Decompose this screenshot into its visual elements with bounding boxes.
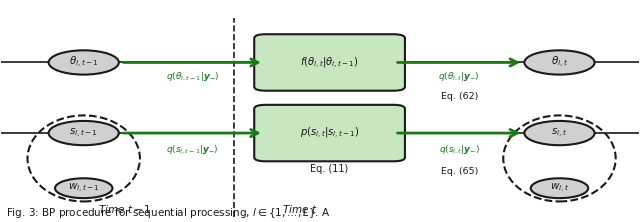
Text: $\theta_{l,t-1}$: $\theta_{l,t-1}$ [68,55,99,70]
Text: $q(s_{l,t-1}|\boldsymbol{y}_{-})$: $q(s_{l,t-1}|\boldsymbol{y}_{-})$ [166,143,219,156]
FancyBboxPatch shape [254,105,405,161]
Text: Fig. 3: BP procedure for sequential processing, $l \in \{1, \ldots, L\}$. A: Fig. 3: BP procedure for sequential proc… [6,206,331,220]
Circle shape [49,50,119,75]
FancyBboxPatch shape [254,34,405,91]
Text: Time $t$: Time $t$ [282,203,317,215]
Text: $p(s_{l,t}|s_{l,t-1})$: $p(s_{l,t}|s_{l,t-1})$ [300,126,359,140]
Text: $q(\theta_{l,t}|\boldsymbol{y}_{-})$: $q(\theta_{l,t}|\boldsymbol{y}_{-})$ [438,70,480,83]
Text: $s_{l,t}$: $s_{l,t}$ [552,127,568,140]
Text: $q(\theta_{l,t-1}|\boldsymbol{y}_{-})$: $q(\theta_{l,t-1}|\boldsymbol{y}_{-})$ [166,70,219,83]
Text: Time $t-1$: Time $t-1$ [99,203,152,215]
Text: $\theta_{l,t}$: $\theta_{l,t}$ [551,55,568,70]
Text: $w_{l,t-1}$: $w_{l,t-1}$ [68,182,100,195]
Circle shape [55,178,113,198]
Text: Eq. (11): Eq. (11) [310,164,349,174]
Text: Eq. (65): Eq. (65) [440,167,478,176]
Circle shape [49,121,119,145]
Text: $s_{l,t-1}$: $s_{l,t-1}$ [69,127,98,140]
Circle shape [531,178,588,198]
Circle shape [524,121,595,145]
Text: $w_{l,t}$: $w_{l,t}$ [550,182,569,195]
Text: $q(s_{l,t}|\boldsymbol{y}_{-})$: $q(s_{l,t}|\boldsymbol{y}_{-})$ [439,143,479,156]
Text: Eq. (62): Eq. (62) [440,92,478,101]
Text: $f(\theta_{l,t}|\theta_{l,t-1})$: $f(\theta_{l,t}|\theta_{l,t-1})$ [300,55,359,70]
Circle shape [524,50,595,75]
